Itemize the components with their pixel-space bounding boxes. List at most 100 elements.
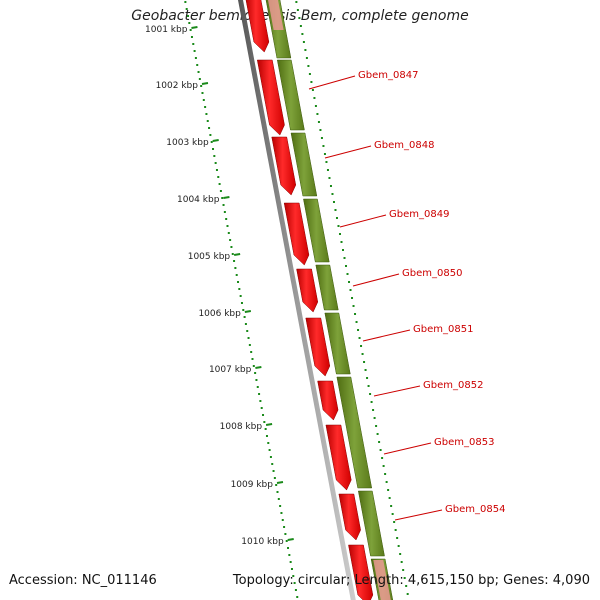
- outer-scale-dot: [396, 537, 399, 539]
- scale-dot: [213, 155, 216, 157]
- reverse-cds-feature: [271, 136, 297, 196]
- outer-scale-dot: [402, 569, 405, 571]
- scale-dot: [233, 260, 236, 262]
- outer-scale-dot: [381, 457, 384, 459]
- scale-dot: [201, 92, 204, 94]
- scale-dot: [244, 323, 247, 325]
- scale-label: 1004 kbp: [177, 195, 220, 205]
- outer-scale-dot: [322, 145, 325, 147]
- scale-dot: [247, 337, 250, 339]
- outer-scale-dot: [332, 201, 335, 203]
- scale-dot: [290, 568, 293, 570]
- outer-scale-dot: [349, 289, 352, 291]
- scale-dot: [258, 393, 261, 395]
- scale-major-tick: [287, 538, 294, 541]
- scale-major-tick: [276, 481, 284, 484]
- scale-dot: [268, 449, 271, 451]
- reverse-cds-feature: [283, 202, 310, 266]
- scale-dot: [287, 547, 290, 549]
- outer-scale-dot: [338, 233, 341, 235]
- gene-label[interactable]: Gbem_0852: [423, 380, 483, 391]
- outer-scale-dot: [403, 577, 406, 579]
- outer-scale-dot: [342, 249, 344, 251]
- scale-dot: [262, 414, 265, 416]
- outer-scale-dot: [323, 153, 326, 155]
- outer-scale-dot: [406, 593, 409, 595]
- scale-dot: [227, 232, 230, 234]
- scale-dot: [235, 274, 238, 276]
- scale-dot: [296, 596, 299, 598]
- gene-label[interactable]: Gbem_0849: [389, 209, 449, 220]
- outer-scale-dot: [346, 273, 349, 275]
- forward-cds-layer: [265, 0, 394, 600]
- scale-dot: [184, 1, 187, 3]
- pseudo-feature: [268, 0, 284, 30]
- outer-scale-dot: [345, 265, 348, 267]
- gene-label[interactable]: Gbem_0854: [445, 504, 505, 515]
- scale-major-tick: [191, 26, 198, 29]
- scale-dot: [279, 505, 282, 507]
- outer-scale-dot: [390, 505, 393, 507]
- scale-major-tick: [223, 196, 230, 199]
- gene-label[interactable]: Gbem_0853: [434, 437, 494, 448]
- reverse-cds-feature: [256, 59, 285, 136]
- outer-scale-dot: [301, 33, 304, 35]
- scale-dot: [185, 8, 188, 10]
- outer-scale-dot: [305, 57, 308, 59]
- outer-scale-dot: [385, 481, 388, 483]
- gene-label[interactable]: Gbem_0847: [358, 70, 418, 81]
- outer-scale-dot: [375, 425, 378, 427]
- forward-cds-feature: [336, 376, 373, 489]
- scale-dot: [246, 330, 249, 332]
- scale-dot: [260, 407, 263, 409]
- outer-scale-dot: [311, 89, 314, 91]
- scale-dot: [271, 463, 274, 465]
- outer-scale-dot: [382, 465, 385, 467]
- scale-dot: [254, 372, 257, 374]
- scale-dot: [292, 575, 295, 577]
- scale-label: 1001 kbp: [145, 25, 188, 35]
- gene-labels-layer: Gbem_0847 Gbem_0848 Gbem_0849 Gbem_0850 Gbem…: [308, 70, 505, 521]
- scale-dot: [277, 498, 280, 500]
- scale-dot: [209, 134, 212, 136]
- outer-scale-dot: [364, 369, 367, 371]
- scale-dot: [237, 281, 240, 283]
- gene-leader-line: [383, 442, 432, 455]
- scale-dot: [200, 85, 203, 87]
- scale-dot: [217, 176, 220, 178]
- scale-dot: [202, 99, 205, 101]
- outer-scale-dot: [340, 241, 343, 243]
- scale-dot: [238, 288, 241, 290]
- scale-ticks-layer: [184, 1, 409, 598]
- outer-scale-dot: [302, 41, 305, 43]
- forward-cds-feature: [290, 132, 318, 197]
- scale-dot: [267, 442, 270, 444]
- gene-label[interactable]: Gbem_0848: [374, 140, 434, 151]
- outer-scale-dot: [335, 217, 338, 219]
- outer-scale-dot: [367, 385, 370, 387]
- scale-dot: [188, 22, 191, 24]
- outer-scale-dot: [358, 337, 361, 339]
- outer-scale-dot: [352, 305, 355, 307]
- scale-dot: [264, 428, 267, 430]
- forward-cds-feature: [276, 59, 305, 131]
- reverse-cds-feature: [305, 317, 331, 377]
- outer-scale-dot: [373, 417, 376, 419]
- outer-scale-dot: [329, 185, 332, 187]
- forward-cds-feature: [324, 312, 351, 375]
- map-title: Geobacter bemidjiensis Bem, complete gen…: [131, 8, 469, 24]
- scale-dot: [205, 113, 208, 115]
- forward-cds-feature: [303, 198, 330, 263]
- scale-dot: [273, 477, 276, 479]
- gene-label[interactable]: Gbem_0850: [402, 268, 462, 279]
- outer-scale-dot: [355, 321, 358, 323]
- scale-dot: [276, 491, 279, 493]
- outer-scale-dot: [361, 353, 364, 355]
- scale-major-tick: [201, 82, 209, 85]
- gene-label[interactable]: Gbem_0851: [413, 324, 473, 335]
- reverse-cds-feature: [317, 380, 339, 421]
- scale-dot: [294, 589, 297, 591]
- outer-scale-dot: [319, 129, 322, 131]
- outer-scale-dot: [343, 257, 346, 259]
- scale-dot: [221, 197, 224, 199]
